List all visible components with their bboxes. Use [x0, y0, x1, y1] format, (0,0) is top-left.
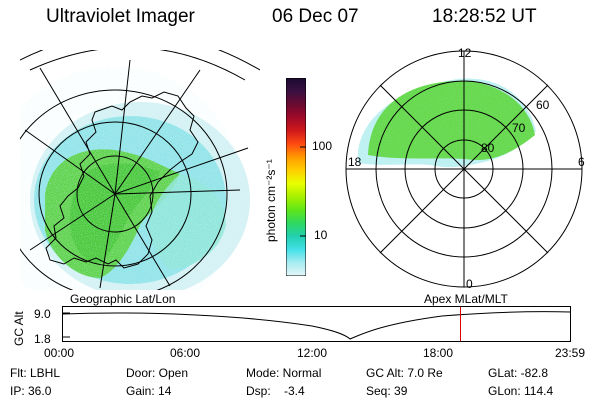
altitude-tick-9: 9.0 [34, 307, 51, 321]
altitude-curve [62, 311, 571, 340]
colorbar-tick-100: 100 [312, 139, 333, 153]
mlat-mlt-plot [345, 50, 583, 288]
time-tick-end: 23:59 [555, 346, 586, 360]
glat-info: GLat: -82.8 [488, 366, 549, 380]
instrument-title: Ultraviolet Imager [46, 6, 195, 27]
mlat-label-80: 80 [481, 141, 495, 155]
mlt-label-12: 12 [458, 46, 472, 60]
colorbar [285, 77, 307, 277]
gc-alt-info: GC Alt: 7.0 Re [366, 366, 443, 380]
time-tick-06: 06:00 [170, 346, 201, 360]
door-info: Door: Open [126, 366, 189, 380]
filter-info: Flt: LBHL [10, 366, 61, 380]
altitude-tick-1-8: 1.8 [34, 332, 51, 346]
colorbar-unit-label: photon cm⁻²s⁻¹ [264, 159, 278, 242]
date-label: 06 Dec 07 [272, 6, 359, 27]
altitude-plot [62, 306, 571, 342]
dsp-info: Dsp: -3.4 [246, 384, 305, 398]
altitude-axis-label: GC Alt [12, 311, 26, 346]
time-label: 18:28:52 UT [432, 6, 537, 27]
mlt-spokes [346, 51, 582, 287]
geographic-projection-label: Geographic Lat/Lon [70, 292, 176, 306]
glon-info: GLon: 114.4 [488, 384, 554, 398]
mlt-label-6: 6 [578, 155, 585, 169]
longitude-grid [24, 59, 249, 289]
altitude-plot-frame [62, 306, 571, 342]
mode-info: Mode: Normal [246, 366, 322, 380]
time-tick-18: 18:00 [423, 346, 454, 360]
colorbar-gradient [285, 77, 307, 277]
time-tick-12: 12:00 [297, 346, 328, 360]
gain-info: Gain: 14 [126, 384, 172, 398]
latitude-grid [20, 50, 260, 290]
mlat-label-70: 70 [512, 121, 526, 135]
mlt-label-0: 0 [466, 277, 473, 291]
ip-info: IP: 36.0 [10, 384, 52, 398]
colorbar-tick-10: 10 [314, 228, 328, 242]
geographic-image [20, 50, 260, 290]
magnetic-projection-label: Apex MLat/MLT [424, 292, 508, 306]
mlt-label-18: 18 [348, 155, 362, 169]
mlat-label-60: 60 [536, 98, 550, 112]
seq-info: Seq: 39 [366, 384, 408, 398]
time-tick-00: 00:00 [44, 346, 75, 360]
coastline [45, 91, 199, 269]
